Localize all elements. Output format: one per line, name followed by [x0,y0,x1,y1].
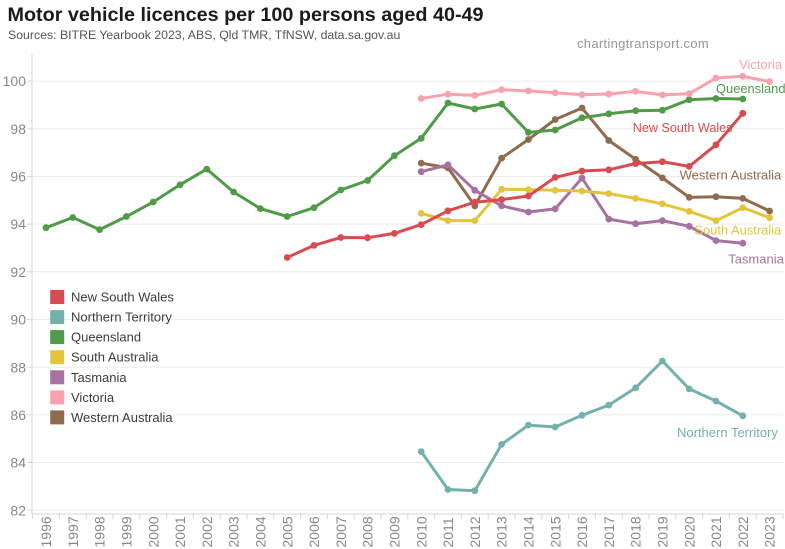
svg-text:2002: 2002 [199,516,215,547]
svg-text:Sources: BITRE Yearbook 2023,: Sources: BITRE Yearbook 2023, ABS, Qld T… [8,28,400,42]
svg-text:1996: 1996 [38,516,54,547]
svg-text:98: 98 [10,121,26,137]
svg-text:2018: 2018 [628,516,644,547]
svg-text:2017: 2017 [601,516,617,547]
svg-text:2009: 2009 [387,516,403,547]
svg-text:Western Australia: Western Australia [680,168,782,183]
svg-text:Motor vehicle licences per 100: Motor vehicle licences per 100 persons a… [8,4,484,26]
svg-text:2015: 2015 [547,516,563,547]
svg-text:2011: 2011 [440,517,456,547]
svg-text:Queensland: Queensland [71,330,141,345]
svg-text:New South Wales: New South Wales [71,290,174,305]
svg-text:South Australia: South Australia [71,350,159,365]
svg-text:86: 86 [10,407,26,423]
svg-text:2023: 2023 [762,516,778,547]
svg-text:2016: 2016 [574,516,590,547]
svg-text:2001: 2001 [172,516,188,547]
svg-text:Northern Territory: Northern Territory [677,425,778,440]
svg-text:96: 96 [10,169,26,185]
svg-text:1997: 1997 [65,516,81,547]
svg-text:Western Australia: Western Australia [71,410,173,425]
svg-text:2000: 2000 [145,516,161,547]
svg-text:Tasmania: Tasmania [728,251,784,266]
svg-text:2005: 2005 [279,516,295,547]
svg-text:Tasmania: Tasmania [71,370,127,385]
svg-text:2020: 2020 [681,516,697,547]
svg-text:2021: 2021 [708,516,724,547]
svg-text:2019: 2019 [655,516,671,547]
svg-text:1999: 1999 [119,516,135,547]
svg-text:88: 88 [10,359,26,375]
svg-text:2012: 2012 [467,516,483,547]
svg-text:2006: 2006 [306,516,322,547]
svg-text:2007: 2007 [333,516,349,547]
svg-text:South Australia: South Australia [695,222,783,237]
svg-text:2004: 2004 [253,516,269,547]
svg-text:Queensland: Queensland [716,81,785,96]
svg-text:2022: 2022 [735,516,751,547]
svg-text:chartingtransport.com: chartingtransport.com [577,36,709,51]
svg-text:Northern Territory: Northern Territory [71,310,172,325]
svg-text:94: 94 [10,216,26,232]
svg-text:Victoria: Victoria [71,390,115,405]
svg-text:84: 84 [10,455,26,471]
svg-text:2008: 2008 [360,516,376,547]
svg-text:92: 92 [10,264,26,280]
svg-text:2003: 2003 [226,516,242,547]
svg-text:82: 82 [10,502,26,518]
svg-text:Victoria: Victoria [739,57,783,72]
svg-text:100: 100 [3,73,27,89]
svg-text:2014: 2014 [521,516,537,547]
svg-text:90: 90 [10,312,26,328]
svg-text:2010: 2010 [413,516,429,547]
svg-text:1998: 1998 [92,516,108,547]
svg-text:New South Wales: New South Wales [633,121,733,135]
svg-text:2013: 2013 [494,516,510,547]
